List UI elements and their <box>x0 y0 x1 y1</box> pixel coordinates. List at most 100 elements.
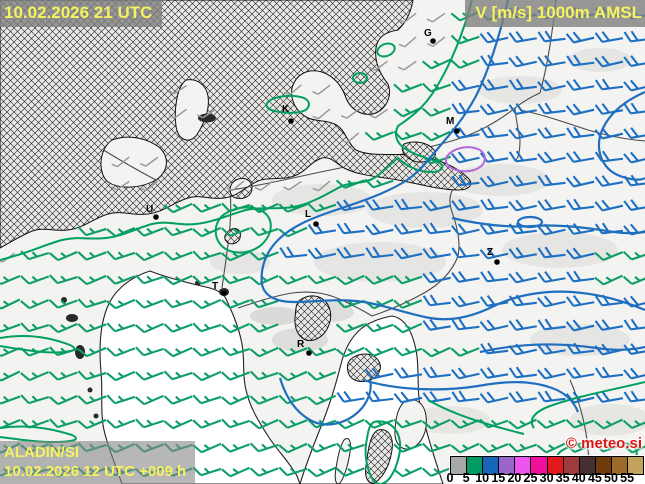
legend-tick: 40 <box>571 471 586 484</box>
wind-barb <box>134 371 164 381</box>
wind-barb <box>537 127 566 139</box>
wind-barb <box>249 442 279 453</box>
wind-barb <box>451 174 480 187</box>
wind-barb <box>451 390 480 403</box>
wind-barb <box>537 174 566 187</box>
legend-tick: 5 <box>462 471 470 484</box>
wind-barb <box>623 79 645 92</box>
wind-barb <box>594 391 624 403</box>
wind-barb <box>398 36 417 48</box>
wind-barb <box>307 443 337 453</box>
wind-barb <box>393 322 423 334</box>
wind-barb <box>312 108 331 120</box>
wind-barb <box>192 347 222 357</box>
city-dot <box>430 38 436 44</box>
wind-barb <box>341 132 360 144</box>
wind-barb <box>221 227 251 237</box>
wind-barb <box>335 442 365 453</box>
legend-swatch <box>467 457 484 474</box>
wind-barb <box>421 418 451 430</box>
wind-barb <box>537 367 566 380</box>
model-name: ALADIN/SI <box>4 444 79 461</box>
wind-barb <box>106 394 136 405</box>
wind-barb <box>421 107 451 117</box>
wind-barb <box>421 346 451 358</box>
wind-barb <box>48 274 78 285</box>
wind-barb <box>451 102 480 115</box>
wind-barb <box>537 102 566 115</box>
wind-barb <box>508 319 537 331</box>
wind-barb <box>364 131 394 141</box>
wind-barb <box>364 275 394 285</box>
wind-barb <box>278 370 308 382</box>
legend-tick: 20 <box>507 471 522 484</box>
wind-barb <box>566 151 595 163</box>
wind-barb <box>0 323 21 333</box>
isotach-10-contours <box>260 0 645 426</box>
wind-barb <box>20 322 50 333</box>
wind-barb <box>451 79 480 92</box>
wind-barb <box>20 250 50 261</box>
wind-barb <box>221 274 251 285</box>
legend-swatch <box>611 457 629 474</box>
wind-barb <box>226 180 245 192</box>
wind-barb <box>566 79 595 91</box>
wind-barb <box>594 319 624 331</box>
wind-barb <box>623 390 645 403</box>
wind-barb <box>335 274 365 286</box>
wind-barb <box>623 30 645 43</box>
wind-barb <box>221 443 251 453</box>
wind-barb <box>278 419 308 429</box>
wind-barb <box>340 108 360 119</box>
wind-barb <box>307 371 337 381</box>
wind-barb <box>221 250 250 262</box>
legend-tick: 10 <box>475 471 490 484</box>
wind-barb <box>508 103 537 115</box>
wind-barb <box>111 156 130 168</box>
model-run-stamp: ALADIN/SI 10.02.2026 12 UTC +009 h <box>0 441 196 484</box>
wind-barb <box>536 419 566 429</box>
wind-barb <box>565 31 595 44</box>
wind-barb <box>135 346 164 357</box>
wind-barb <box>508 150 537 163</box>
wind-barb <box>398 12 417 23</box>
wind-barb <box>335 467 365 477</box>
wind-barb <box>77 370 107 381</box>
wind-barb <box>594 418 624 430</box>
wind-barb <box>163 226 193 237</box>
wind-barb <box>566 367 595 379</box>
wind-barb <box>508 78 537 91</box>
wind-barb <box>77 226 107 237</box>
wind-barb <box>77 418 107 430</box>
wind-barb <box>336 390 365 403</box>
wind-barb <box>565 418 595 429</box>
wind-barb <box>221 299 251 309</box>
wind-barb <box>393 274 423 285</box>
wind-barb <box>508 271 538 284</box>
city-dot <box>153 214 159 220</box>
wind-barb <box>312 84 331 95</box>
wind-barb <box>565 175 595 188</box>
legend-tick: 15 <box>491 471 506 484</box>
wind-barb <box>508 391 537 403</box>
wind-barb <box>20 370 50 382</box>
wind-barb <box>278 466 308 477</box>
wind-barb <box>451 318 480 331</box>
wind-barb <box>479 247 509 260</box>
wind-barb <box>168 108 188 119</box>
wind-barb <box>422 199 451 212</box>
wind-barb <box>365 198 394 211</box>
wind-barb <box>537 318 566 331</box>
wind-barb <box>106 347 136 357</box>
terrain-shading <box>210 48 645 436</box>
wind-barb <box>20 298 50 310</box>
wind-barb <box>134 394 164 406</box>
wind-barb <box>134 299 164 309</box>
wind-barb <box>192 298 222 310</box>
wind-barb <box>565 247 595 260</box>
city-dot <box>494 259 500 265</box>
wind-barb <box>623 199 645 211</box>
wind-barb <box>594 55 624 68</box>
legend-swatch <box>595 457 612 474</box>
